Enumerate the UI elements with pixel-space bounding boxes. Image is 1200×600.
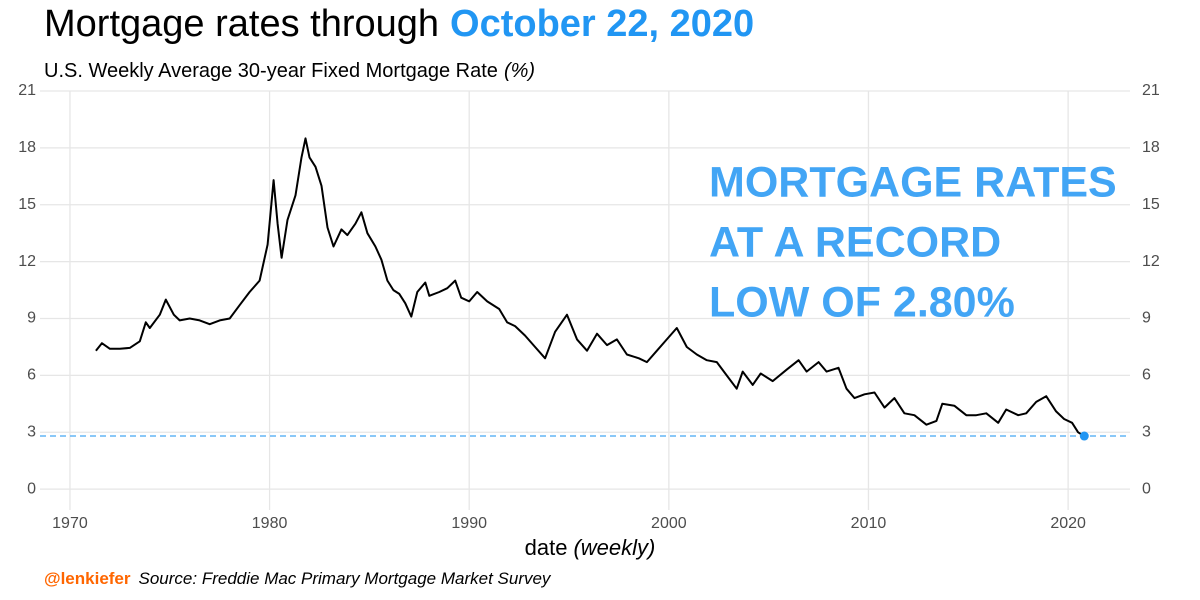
x-axis-title: date (weekly): [525, 535, 656, 560]
plot-area: 0 0 3 3 6 6 9 9 12 12 15 15 18 18 21 21 1970 1980 1990 2000…: [18, 82, 1160, 532]
credit: @lenkiefer: [44, 569, 131, 588]
x-tick-label: 1970: [52, 515, 88, 532]
y-tick-label: 0: [27, 480, 36, 497]
latest-point: [1079, 431, 1089, 441]
x-tick-label: 1990: [451, 515, 487, 532]
y-tick-label: 15: [18, 196, 36, 213]
y2-tick-label: 18: [1142, 139, 1160, 156]
x-tick-label: 1980: [252, 515, 288, 532]
annotation: AT A RECORD: [709, 218, 1001, 266]
y2-tick-label: 15: [1142, 196, 1160, 213]
y-tick-label: 3: [27, 423, 36, 440]
subtitle: U.S. Weekly Average 30-year Fixed Mortga…: [44, 60, 535, 82]
x-tick-label: 2010: [851, 515, 887, 532]
x-label: date: [525, 535, 568, 560]
y-tick-label: 21: [18, 82, 36, 99]
chart-title: Mortgage rates through October 22, 2020: [44, 3, 754, 45]
subtitle-text: U.S. Weekly Average 30-year Fixed Mortga…: [44, 60, 498, 82]
y-tick-label: 6: [27, 367, 36, 384]
y2-tick-label: 9: [1142, 310, 1151, 327]
y2-tick-label: 3: [1142, 423, 1151, 440]
y-tick-label: 12: [18, 253, 36, 270]
y2-tick-label: 21: [1142, 82, 1160, 99]
footer: @lenkiefer Source: Freddie Mac Primary Mo…: [44, 569, 552, 588]
title-text: Mortgage rates through: [44, 3, 439, 45]
title-date: October 22, 2020: [450, 3, 754, 45]
annotation: LOW OF 2.80%: [709, 278, 1015, 326]
y-tick-label: 18: [18, 139, 36, 156]
y2-tick-label: 12: [1142, 253, 1160, 270]
y-tick-label: 9: [27, 310, 36, 327]
rate-line: [95, 137, 1085, 437]
x-label-note: (weekly): [573, 535, 655, 560]
x-tick-label: 2020: [1050, 515, 1086, 532]
y2-tick-label: 0: [1142, 480, 1151, 497]
x-tick-label: 2000: [651, 515, 687, 532]
source: Source: Freddie Mac Primary Mortgage Mar…: [139, 569, 552, 588]
annotation: MORTGAGE RATES: [709, 158, 1117, 206]
subtitle-unit: (%): [504, 60, 535, 82]
y2-tick-label: 6: [1142, 367, 1151, 384]
